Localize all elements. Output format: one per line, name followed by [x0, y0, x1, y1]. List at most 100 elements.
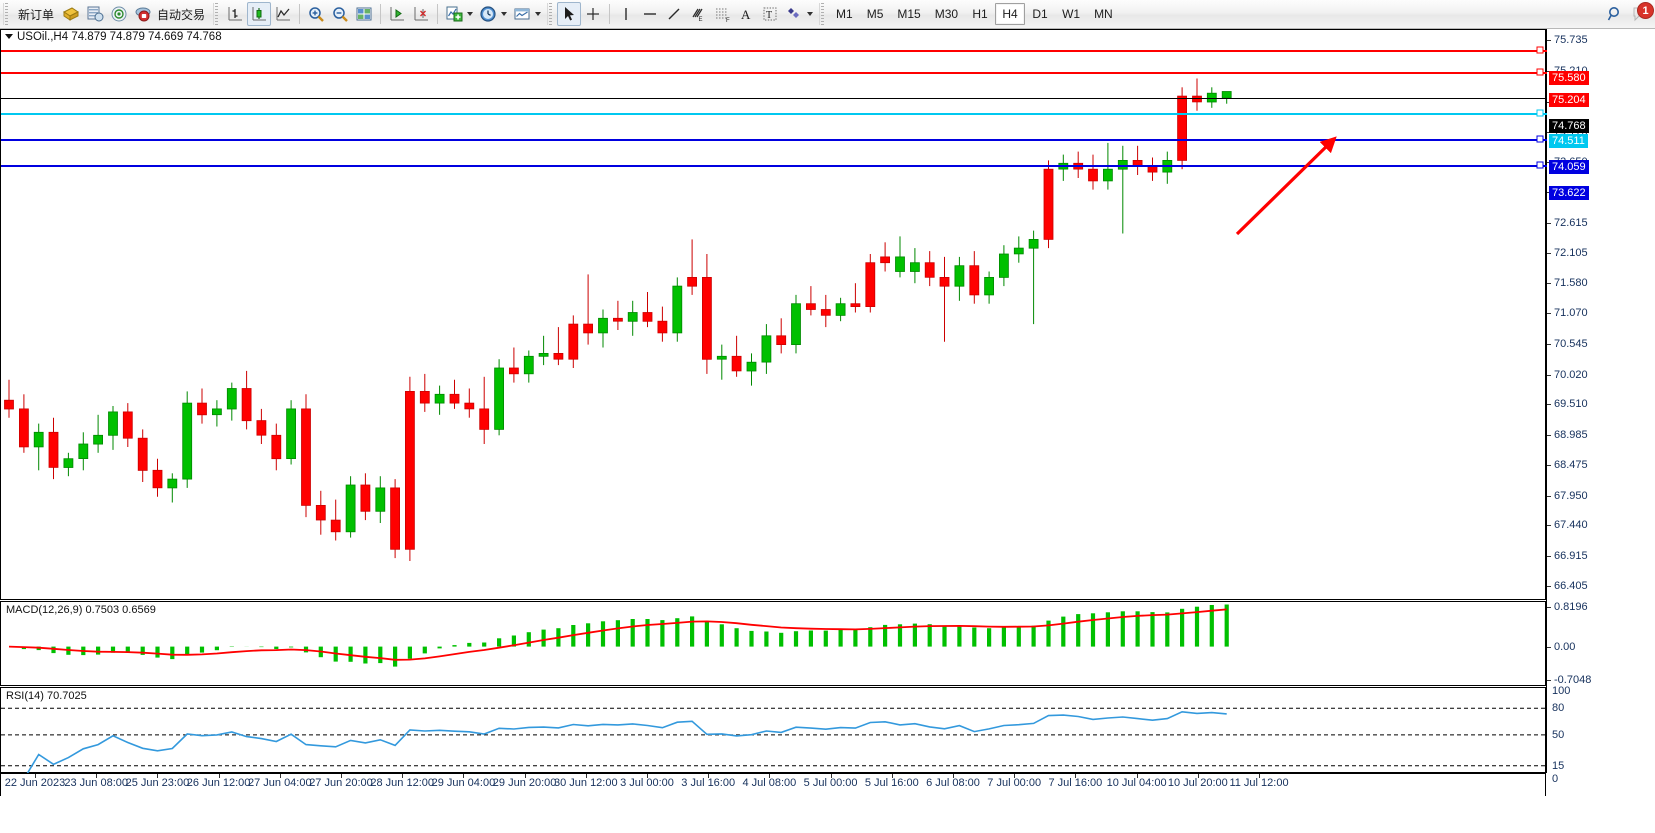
- new-order-button[interactable]: 新订单: [18, 7, 55, 22]
- time-tick-mark: [891, 774, 893, 778]
- time-tick-label: 29 Jun 20:00: [492, 777, 557, 789]
- candlestick-chart-icon[interactable]: [247, 2, 272, 26]
- rsi-pane[interactable]: RSI(14) 70.7025: [0, 687, 1546, 780]
- price-tick-mark: [1547, 495, 1551, 497]
- timeframe-d1[interactable]: D1: [1032, 7, 1048, 21]
- fibonacci-icon[interactable]: F: [710, 2, 734, 26]
- level-tag-support-1[interactable]: 74.059: [1549, 160, 1589, 175]
- toolbar-separator-2: [380, 4, 382, 24]
- zoom-in-icon[interactable]: [304, 2, 328, 26]
- toolbar-grip-3[interactable]: [547, 3, 555, 25]
- level-line-support-2[interactable]: [1, 164, 1547, 167]
- timeframe-h1[interactable]: H1: [972, 7, 988, 21]
- toolbar-grip-2[interactable]: [213, 3, 221, 25]
- level-handle-support-2[interactable]: [1536, 161, 1544, 169]
- tile-windows-icon[interactable]: [352, 2, 376, 26]
- level-tag-support-cyan[interactable]: 74.511: [1549, 133, 1588, 148]
- timeframe-m30[interactable]: M30: [934, 7, 959, 21]
- price-tick-mark: [1547, 313, 1551, 315]
- shapes-icon[interactable]: [782, 2, 816, 26]
- text-label-icon[interactable]: T: [758, 2, 782, 26]
- chart-area[interactable]: USOil.,H4 74.879 74.879 74.669 74.768 MA…: [0, 29, 1655, 833]
- level-tag-support-2[interactable]: 73.622: [1549, 185, 1589, 200]
- timeframe-w1[interactable]: W1: [1062, 7, 1081, 21]
- time-tick-label: 26 Jun 12:00: [186, 777, 251, 789]
- toolbar-separator-4: [609, 4, 611, 24]
- terminal-icon[interactable]: [59, 2, 83, 26]
- trendline-icon[interactable]: [662, 2, 686, 26]
- time-tick-label: 5 Jul 00:00: [803, 777, 858, 789]
- level-tag-resistance-2[interactable]: 75.580: [1549, 71, 1589, 86]
- search-icon[interactable]: [1603, 2, 1627, 26]
- data-window-icon[interactable]: [83, 2, 107, 26]
- time-tick-label: 10 Jul 20:00: [1167, 777, 1228, 789]
- level-handle-resistance-2[interactable]: [1536, 46, 1544, 54]
- level-line-resistance-1[interactable]: [1, 72, 1547, 75]
- svg-text:F: F: [726, 18, 730, 23]
- level-line-last-price[interactable]: [1, 97, 1547, 99]
- timeframe-mn[interactable]: MN: [1094, 7, 1113, 21]
- level-handle-support-1[interactable]: [1536, 135, 1544, 143]
- rsi-tick-label: 100: [1552, 684, 1571, 697]
- timeframe-m1[interactable]: M1: [836, 7, 853, 21]
- line-chart-icon[interactable]: [271, 2, 295, 26]
- level-tag-resistance-1[interactable]: 75.204: [1549, 93, 1589, 108]
- status-bar: [0, 797, 1655, 833]
- bullish-arrow-annotation[interactable]: [1, 30, 1545, 599]
- templates-icon[interactable]: [510, 2, 544, 26]
- collapse-triangle-icon[interactable]: [5, 34, 13, 39]
- time-tick-label: 7 Jul 00:00: [987, 777, 1042, 789]
- price-tick-mark: [1547, 556, 1551, 558]
- timeframe-m5[interactable]: M5: [866, 7, 884, 21]
- price-tick-label: 72.105: [1554, 246, 1588, 259]
- time-tick-label: 23 Jun 08:00: [64, 777, 128, 789]
- chevron-down-icon[interactable]: [467, 12, 474, 16]
- indicators-icon[interactable]: [442, 2, 476, 26]
- elliott-wave-icon[interactable]: E: [686, 2, 710, 26]
- crosshair-icon[interactable]: [581, 2, 605, 26]
- chevron-down-icon-3[interactable]: [535, 12, 542, 16]
- chevron-down-icon-2[interactable]: [501, 12, 508, 16]
- timeframe-m15[interactable]: M15: [897, 7, 921, 21]
- zoom-out-icon[interactable]: [328, 2, 352, 26]
- macd-tick-mark: [1547, 680, 1551, 682]
- text-icon[interactable]: A: [734, 2, 758, 26]
- signals-icon[interactable]: [107, 2, 131, 26]
- price-tick-label: 67.440: [1554, 519, 1588, 532]
- toolbar-grip-4[interactable]: [819, 3, 827, 25]
- vertical-line-icon[interactable]: [614, 2, 638, 26]
- horizontal-line-icon[interactable]: [638, 2, 662, 26]
- timeframe-h4[interactable]: H4: [995, 3, 1026, 25]
- level-line-support-1[interactable]: [1, 139, 1547, 142]
- toolbar-grip[interactable]: [3, 3, 10, 25]
- price-tick-label: 69.510: [1554, 398, 1588, 411]
- macd-tick-label: -0.7048: [1554, 674, 1592, 687]
- price-tick-label: 70.020: [1554, 368, 1588, 381]
- level-handle-resistance-1[interactable]: [1536, 68, 1544, 76]
- time-tick-mark: [402, 774, 404, 778]
- level-tag-last-price[interactable]: 74.768: [1549, 118, 1589, 133]
- macd-pane[interactable]: MACD(12,26,9) 0.7503 0.6569: [0, 601, 1546, 686]
- level-line-resistance-2[interactable]: [1, 50, 1547, 53]
- time-tick-label: 28 Jun 12:00: [370, 777, 434, 789]
- periods-icon[interactable]: [476, 2, 510, 26]
- cursor-icon[interactable]: [557, 2, 582, 26]
- time-tick-mark: [830, 774, 832, 778]
- price-tick-label: 71.070: [1554, 307, 1588, 320]
- svg-text:E: E: [699, 17, 703, 23]
- bar-chart-icon[interactable]: [223, 2, 247, 26]
- price-scale[interactable]: 75.73575.21074.68574.17573.65073.14072.6…: [1546, 29, 1655, 785]
- price-tick-mark: [1547, 283, 1551, 285]
- level-handle-support-cyan[interactable]: [1536, 109, 1544, 117]
- price-pane[interactable]: USOil.,H4 74.879 74.879 74.669 74.768: [0, 29, 1547, 600]
- time-axis[interactable]: 22 Jun 2023 23 Jun 08:00 25 Jun 23:00 26 Ju…: [0, 773, 1546, 796]
- auto-scroll-icon[interactable]: [409, 2, 433, 26]
- chevron-down-icon-4[interactable]: [807, 12, 814, 16]
- chart-shift-icon[interactable]: [385, 2, 409, 26]
- time-tick-label: 7 Jul 16:00: [1048, 777, 1103, 789]
- svg-text:A: A: [741, 7, 751, 22]
- level-line-support-cyan[interactable]: [1, 112, 1547, 115]
- autotrading-icon[interactable]: 自动交易: [131, 2, 210, 26]
- alert-badge-icon[interactable]: 1: [1627, 2, 1655, 26]
- time-tick-mark: [585, 774, 587, 778]
